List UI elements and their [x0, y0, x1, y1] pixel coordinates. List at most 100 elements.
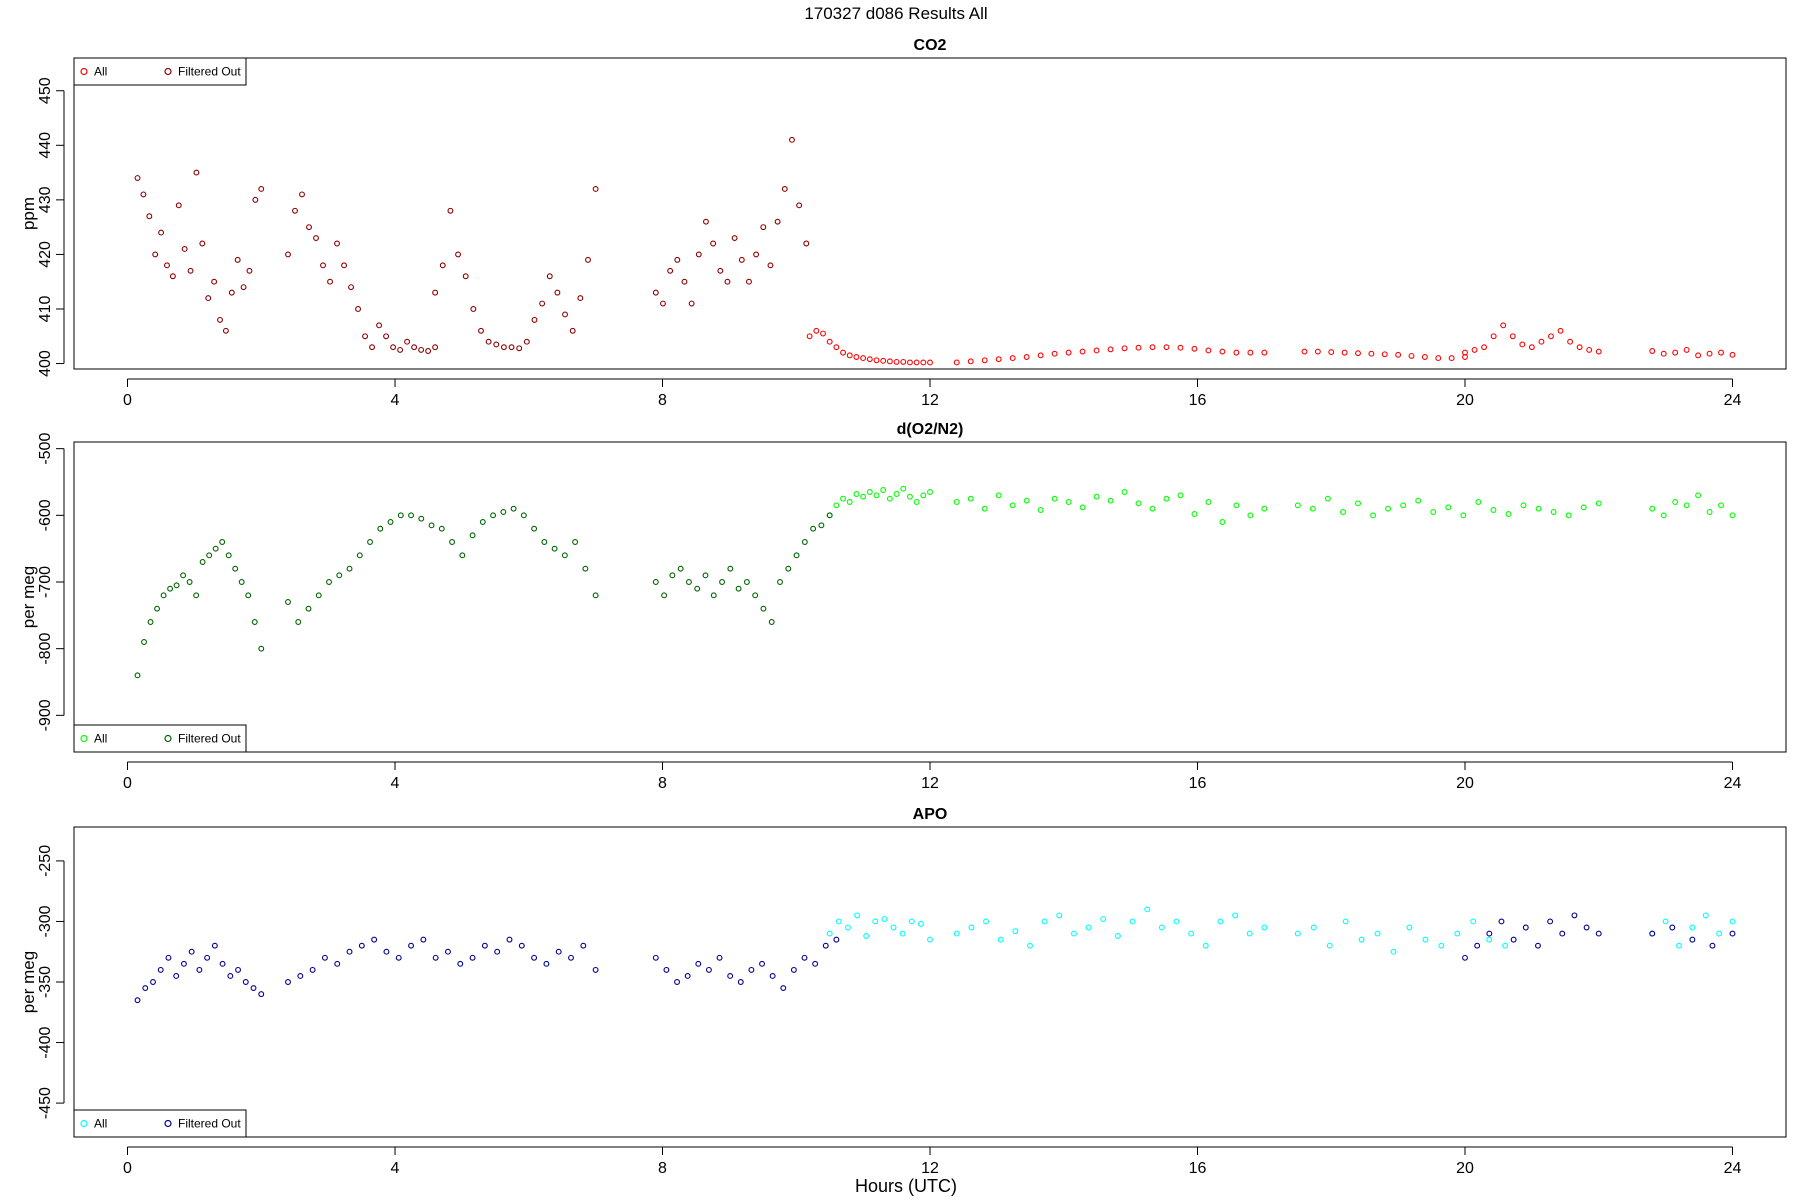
data-point [320, 262, 326, 269]
data-point [1490, 333, 1497, 340]
data-point [1502, 942, 1509, 949]
data-point [1395, 351, 1402, 358]
data-point [1462, 349, 1468, 356]
x-tick-label: 8 [658, 392, 667, 409]
data-point [983, 918, 989, 925]
data-point [175, 202, 182, 209]
data-point [1342, 918, 1349, 925]
data-point [1422, 936, 1429, 943]
data-point [1522, 924, 1529, 931]
data-point [432, 954, 439, 961]
data-point [169, 273, 176, 280]
data-point [995, 492, 1002, 499]
data-point [592, 966, 599, 973]
data-point [206, 552, 213, 559]
data-point [873, 357, 880, 364]
data-point [1595, 930, 1602, 937]
data-point [1085, 924, 1092, 931]
data-point [531, 316, 538, 323]
data-point [387, 519, 394, 525]
data-point [1191, 345, 1198, 352]
data-point [154, 605, 161, 612]
data-point [1233, 349, 1240, 356]
data-point [801, 539, 808, 545]
data-point [703, 218, 709, 225]
legend-marker [164, 734, 172, 743]
data-point [1669, 924, 1676, 931]
data-point [510, 505, 517, 512]
data-point [1559, 930, 1566, 937]
data-point [981, 505, 988, 512]
data-point [1547, 918, 1554, 925]
data-point [295, 619, 302, 625]
data-point [428, 522, 435, 529]
legend: All Filtered Out [73, 1109, 247, 1138]
data-point [1135, 500, 1142, 507]
data-point [404, 338, 411, 345]
data-point [397, 346, 404, 353]
series-1 [134, 136, 810, 354]
y-tick-label: -400 [37, 1026, 54, 1058]
data-point [1557, 327, 1564, 334]
chart-title: APO [913, 806, 948, 823]
data-point [1462, 954, 1468, 961]
data-point [520, 512, 527, 519]
data-point [1706, 509, 1713, 515]
data-point [305, 605, 312, 612]
data-point [967, 495, 974, 502]
data-point [1205, 499, 1212, 505]
chart-panel-0: CO2 ppm 0 4 8 12 16 20 24 400 410 420 430 440 450 All Fi… [19, 37, 1787, 409]
data-point [258, 645, 265, 652]
data-point [336, 572, 343, 579]
data-point [1217, 918, 1224, 925]
data-point [225, 552, 232, 559]
data-point [872, 918, 879, 925]
data-point [252, 196, 259, 203]
data-point [1381, 351, 1388, 358]
data-point [334, 240, 340, 247]
data-point [1649, 930, 1656, 937]
data-point [1576, 344, 1583, 351]
data-point [459, 552, 466, 559]
data-point [796, 202, 803, 209]
data-point [1689, 924, 1696, 931]
data-point [219, 960, 226, 967]
data-point [1023, 354, 1030, 360]
data-point [1481, 344, 1488, 351]
data-point [1595, 500, 1602, 507]
data-point [1385, 505, 1392, 512]
data-point [211, 942, 218, 949]
data-point [1500, 322, 1507, 329]
data-point [362, 333, 369, 340]
data-point [1037, 507, 1044, 513]
data-point [753, 251, 760, 258]
data-point [158, 229, 165, 236]
data-point [1550, 509, 1557, 515]
y-axis-label: per meg [19, 951, 38, 1013]
data-point [187, 267, 194, 274]
data-point [485, 338, 492, 345]
x-tick-label: 4 [391, 775, 400, 792]
data-point [341, 262, 347, 269]
data-point [1149, 344, 1156, 351]
legend-marker [164, 1119, 172, 1128]
data-point [240, 284, 247, 291]
data-point [1454, 930, 1461, 937]
x-tick-label: 20 [1456, 1160, 1474, 1177]
data-point [1324, 495, 1331, 502]
data-point [652, 954, 659, 961]
data-point [660, 300, 666, 307]
data-point [432, 344, 439, 351]
data-point [1571, 912, 1578, 919]
data-point [555, 948, 562, 955]
data-point [818, 522, 825, 529]
data-point [285, 599, 291, 605]
data-point [211, 278, 218, 285]
data-point [1314, 348, 1321, 355]
data-point [997, 936, 1004, 943]
data-point [893, 491, 900, 497]
data-point [397, 512, 404, 519]
x-tick-label: 0 [123, 1160, 132, 1177]
data-point [1649, 505, 1656, 512]
